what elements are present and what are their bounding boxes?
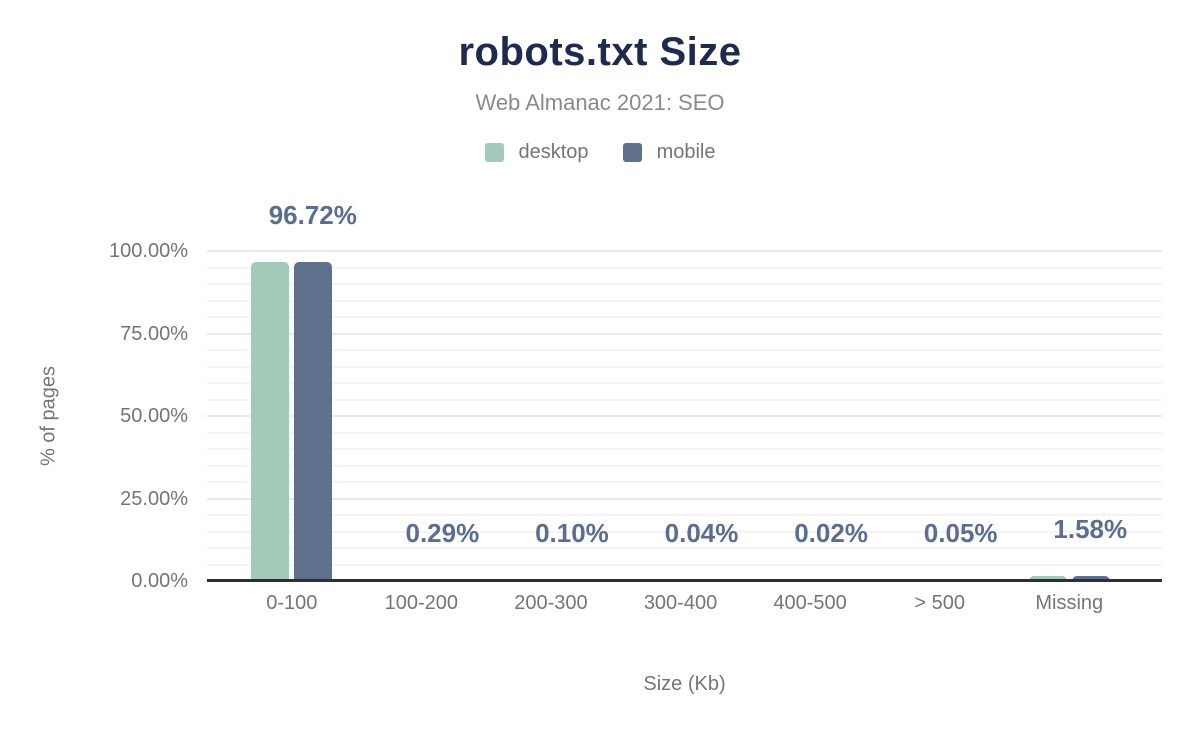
x-tick-label: 200-300 xyxy=(514,592,588,614)
value-annotation: 0.10% xyxy=(535,518,609,548)
mobile-bar xyxy=(1071,575,1110,581)
gridline xyxy=(207,382,1162,384)
value-annotation: 1.58% xyxy=(1053,513,1128,544)
y-tick-label: 50.00% xyxy=(120,405,188,427)
category-column: 0.29% xyxy=(357,251,487,581)
chart-subtitle: Web Almanac 2021: SEO xyxy=(475,90,725,115)
x-axis-line xyxy=(207,579,1162,582)
desktop-bar xyxy=(1028,575,1067,581)
y-tick-label: 100.00% xyxy=(109,240,188,262)
value-annotation: 0.04% xyxy=(664,518,739,548)
gridline xyxy=(207,530,1162,533)
legend-label-desktop: desktop xyxy=(518,141,589,163)
y-tick-label: 0.00% xyxy=(131,570,188,592)
y-tick-label: 75.00% xyxy=(120,322,188,345)
gridline xyxy=(207,332,1162,335)
mobile-swatch-icon xyxy=(622,143,642,162)
x-tick-label: 300-400 xyxy=(643,592,718,614)
gridline xyxy=(207,497,1162,500)
gridline xyxy=(207,514,1162,516)
value-annotation: 0.02% xyxy=(794,518,868,548)
x-tick-label: Missing xyxy=(1035,592,1104,614)
category-column: 0.04% xyxy=(616,251,746,581)
gridline xyxy=(207,316,1162,318)
gridline xyxy=(207,398,1162,401)
gridline xyxy=(207,299,1162,302)
x-tick-label: 0-100 xyxy=(266,592,318,614)
gridline xyxy=(207,415,1162,417)
bars-row: 96.72% 0.29% 0.10% 0.04% 0.02% 0.05% 1.58% xyxy=(227,201,1134,581)
chart-title: robots.txt Size xyxy=(458,30,742,74)
desktop-bar xyxy=(251,261,290,581)
category-column: 1.58% xyxy=(1004,251,1134,581)
x-axis-labels: 0-100 100-200 200-300 300-400 400-500 > 500 Mi… xyxy=(227,592,1134,615)
gridline xyxy=(207,481,1162,483)
gridline xyxy=(207,283,1162,285)
value-annotation: 0.05% xyxy=(923,518,998,548)
value-annotation: 0.29% xyxy=(405,518,480,548)
value-annotation: 96.72% xyxy=(268,199,357,230)
category-column: 0.05% xyxy=(875,251,1005,581)
x-axis-title: Size (Kb) xyxy=(643,673,726,695)
legend-item-desktop: desktop xyxy=(484,141,589,164)
gridline xyxy=(207,547,1162,549)
legend-label-mobile: mobile xyxy=(656,141,716,163)
gridline xyxy=(207,266,1162,269)
category-column: 96.72% xyxy=(227,201,357,581)
category-column: 0.02% xyxy=(745,251,875,581)
gridline xyxy=(207,365,1162,368)
gridline xyxy=(207,349,1162,351)
gridline xyxy=(207,563,1162,566)
legend: desktop mobile xyxy=(0,141,1200,164)
x-tick-label: 400-500 xyxy=(773,592,847,614)
desktop-swatch-icon xyxy=(484,143,504,162)
gridline xyxy=(207,431,1162,434)
y-tick-label: 25.00% xyxy=(120,487,188,510)
plot-area xyxy=(207,250,1162,581)
gridline xyxy=(207,448,1162,450)
gridline xyxy=(207,250,1162,252)
x-tick-label: 100-200 xyxy=(384,592,459,614)
legend-item-mobile: mobile xyxy=(622,141,716,164)
mobile-bar xyxy=(294,261,333,581)
x-tick-label: > 500 xyxy=(914,592,965,614)
category-column: 0.10% xyxy=(486,251,616,581)
gridline xyxy=(207,464,1162,467)
